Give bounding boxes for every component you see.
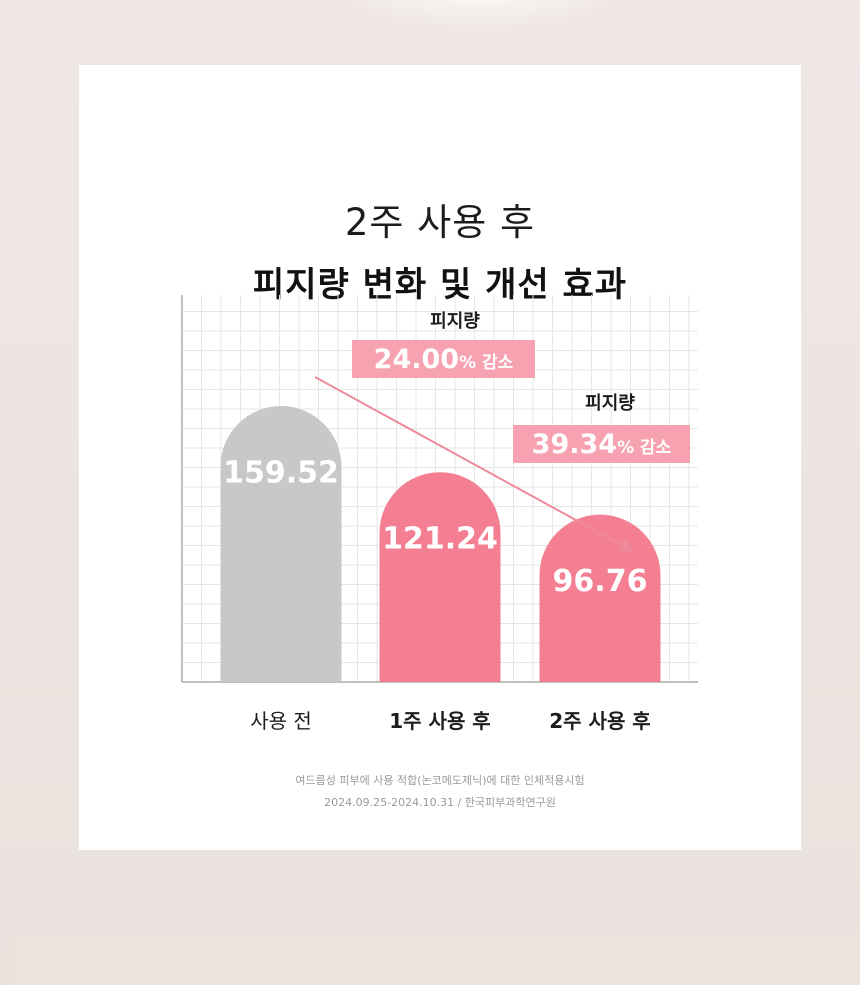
annotation-value-2: 39.34 [532,429,617,460]
annotation-title-1: 피지량 [430,311,480,332]
chart-title-line1: 2주 사용 후 [344,201,536,244]
annotation-title-2: 피지량 [585,393,635,414]
bar-1 [220,406,342,682]
annotation-text-1: 24.00% 감소 [374,344,514,375]
chart-title-line2: 피지량 변화 및 개선 효과 [252,265,628,305]
background-glow [330,0,630,30]
background-bottom-strip [12,935,860,985]
source-note-study: 여드름성 피부에 사용 적합(논코메도제닉)에 대한 인체적용시험 [295,774,585,787]
x-tick-label-2: 1주 사용 후 [389,709,490,733]
infographic-card: 2주 사용 후 피지량 변화 및 개선 효과 159.52 121.24 96.76… [79,65,801,850]
annotation-value-1: 24.00 [374,344,459,375]
x-tick-label-1: 사용 전 [250,709,312,733]
annotation-box-1 [352,340,535,378]
bar-2 [379,472,501,682]
annotation-unit-2: % 감소 [617,438,672,458]
bar-3 [539,514,661,682]
trend-arrow-head [619,539,634,552]
annotation-text-2: 39.34% 감소 [532,429,672,460]
bar-value-label-2: 121.24 [382,522,498,557]
annotation-box-2 [513,425,690,463]
x-tick-label-3: 2주 사용 후 [549,709,650,733]
bar-value-label-3: 96.76 [553,564,648,599]
annotation-unit-1: % 감소 [459,353,514,373]
source-note-period: 2024.09.25-2024.10.31 / 한국피부과학연구원 [324,796,556,809]
bar-value-label-1: 159.52 [223,456,339,491]
trend-arrow-line [314,376,626,548]
